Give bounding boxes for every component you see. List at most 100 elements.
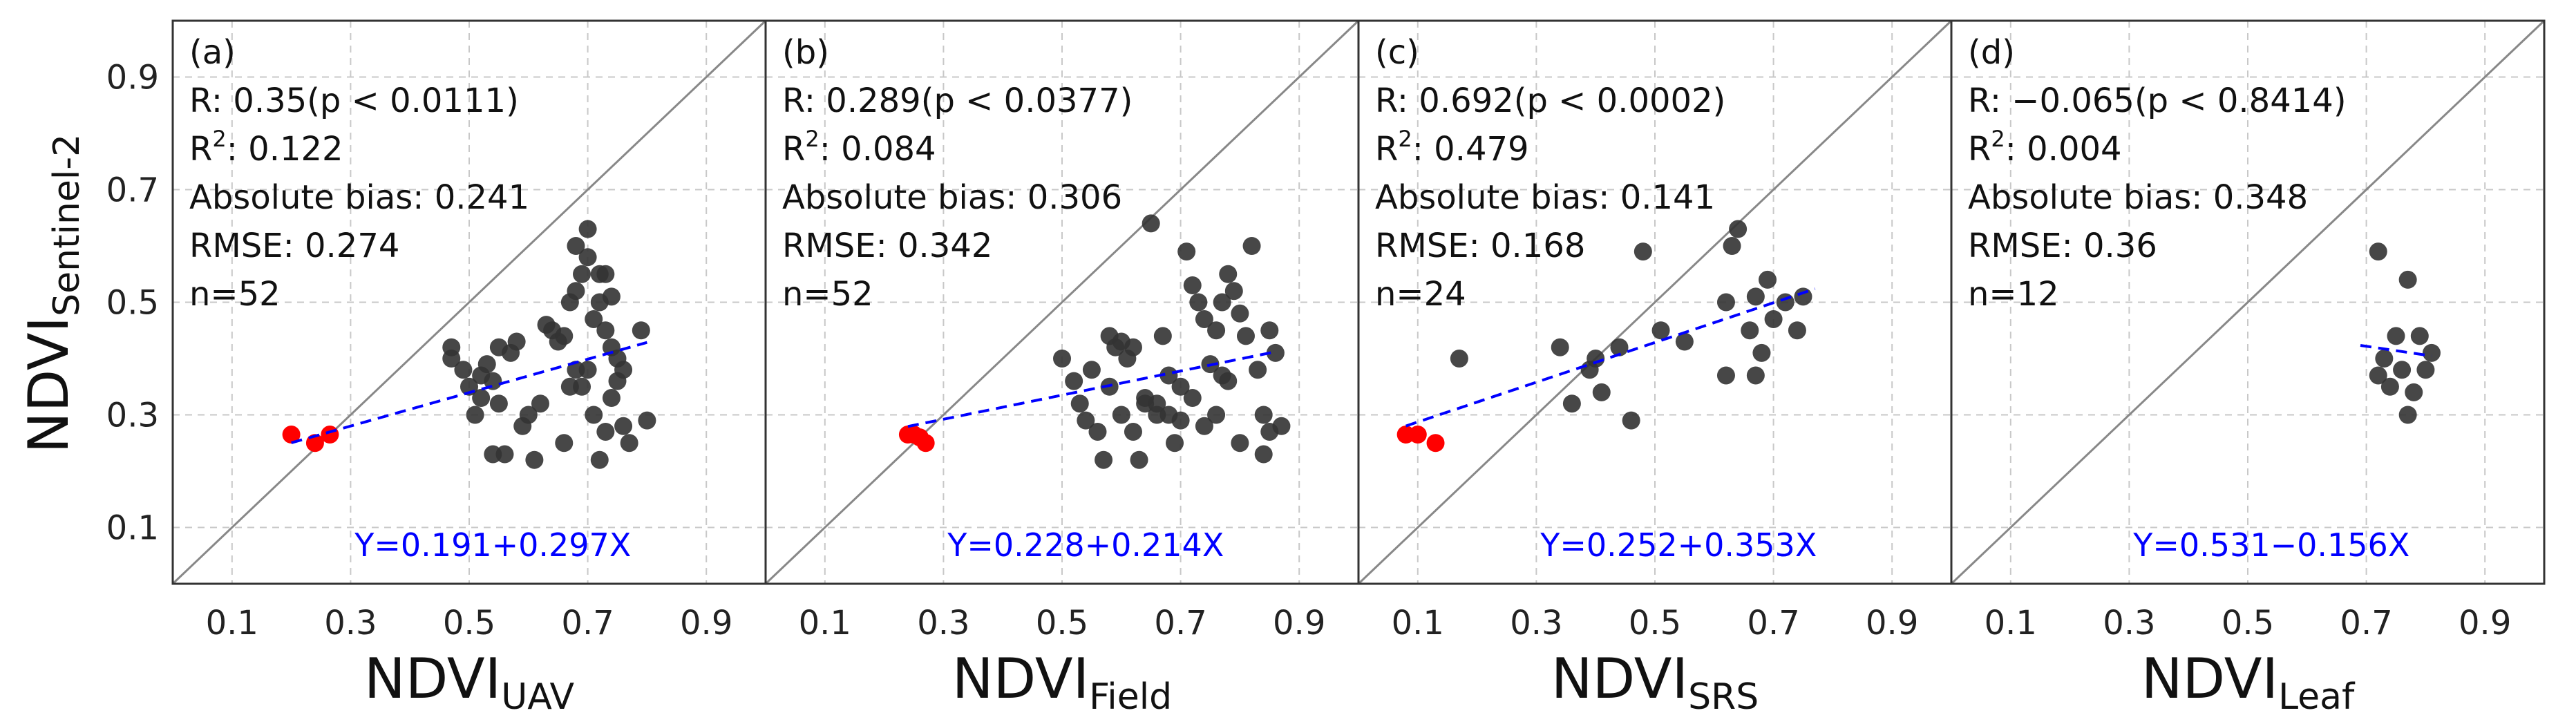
data-point	[2416, 361, 2435, 379]
data-point	[567, 237, 585, 255]
data-point	[573, 265, 591, 283]
y-tick-label: 0.1	[106, 509, 159, 548]
data-point	[1716, 293, 1735, 312]
data-point	[1124, 422, 1142, 441]
data-point	[1723, 237, 1741, 255]
x-tick-label: 0.9	[680, 604, 732, 642]
data-point	[2405, 383, 2423, 401]
data-point	[1776, 293, 1794, 312]
regression-line	[1405, 287, 1816, 428]
x-axis-label: NDVILeaf	[2141, 647, 2356, 718]
scatter-points	[898, 214, 1291, 469]
data-point	[555, 327, 574, 345]
x-tick-label: 0.7	[2340, 604, 2392, 642]
data-point	[1095, 450, 1113, 469]
x-axis-label-sub: SRS	[1688, 676, 1759, 718]
x-tick-label: 0.3	[917, 604, 969, 642]
data-point-red	[1408, 426, 1427, 444]
data-point	[1610, 338, 1629, 356]
stat-r: R: 0.35(p < 0.0111)	[189, 82, 519, 120]
x-tick-label: 0.3	[2103, 604, 2155, 642]
panel-label: (d)	[1968, 33, 2015, 72]
grid	[1358, 21, 1951, 584]
data-point	[442, 350, 461, 368]
data-point	[466, 406, 484, 424]
data-point	[2369, 242, 2387, 261]
stat-r2-label: R	[189, 130, 212, 169]
x-tick-label: 0.7	[561, 604, 614, 642]
data-point	[489, 394, 508, 413]
one-to-one-line	[764, 19, 1360, 585]
x-tick-label: 0.7	[1747, 604, 1799, 642]
data-point	[590, 293, 609, 312]
data-point	[1153, 327, 1172, 345]
panel-label: (b)	[782, 33, 829, 72]
data-point-red	[1426, 434, 1445, 452]
panel-b: (b) R: 0.289(p < 0.0377) R2: 0.084 Absol…	[764, 19, 1360, 718]
data-point	[495, 445, 514, 464]
stat-n: n=52	[189, 275, 281, 314]
stat-r2-value: : 0.004	[2005, 130, 2122, 169]
stat-n: n=12	[1968, 275, 2059, 314]
stat-bias: Absolute bias: 0.348	[1968, 178, 2308, 217]
data-point	[1450, 350, 1468, 368]
data-point	[1622, 411, 1640, 430]
data-point	[2380, 377, 2399, 396]
x-axis-label-sub: Field	[1089, 676, 1172, 718]
data-point	[1746, 366, 1765, 385]
data-point	[454, 361, 473, 379]
data-point	[1729, 220, 1748, 238]
data-point	[596, 321, 615, 340]
data-point	[585, 309, 603, 328]
data-point	[1124, 338, 1142, 356]
data-point	[1183, 389, 1202, 408]
x-axis-label-base: NDVI	[364, 647, 501, 711]
stat-r2: R2: 0.479	[1375, 126, 1529, 169]
data-point	[560, 377, 579, 396]
x-tick-label: 0.9	[1866, 604, 1918, 642]
scatter-points	[2369, 242, 2441, 424]
regression-line	[291, 341, 647, 444]
stat-rmse: RMSE: 0.342	[782, 227, 992, 265]
regression-equation: Y=0.252+0.353X	[1540, 526, 1817, 564]
data-point	[1260, 321, 1279, 340]
data-point	[1562, 394, 1581, 413]
regression-line	[2360, 343, 2432, 358]
stat-n: n=52	[782, 275, 873, 314]
data-point-red	[321, 426, 339, 444]
stat-rmse: RMSE: 0.274	[189, 227, 399, 265]
data-point	[1254, 445, 1273, 464]
stat-r2-exp: 2	[1398, 126, 1412, 152]
stat-r2-label: R	[1375, 130, 1398, 169]
data-point	[578, 248, 597, 267]
y-tick-label: 0.7	[106, 171, 159, 210]
data-point	[1231, 304, 1249, 323]
data-point	[620, 434, 638, 452]
data-point	[2398, 270, 2417, 289]
data-point	[1231, 434, 1249, 452]
data-point	[519, 406, 538, 424]
stat-r2-exp: 2	[212, 126, 226, 152]
stat-bias: Absolute bias: 0.306	[782, 178, 1122, 217]
one-to-one-line	[1950, 19, 2546, 585]
stat-rmse: RMSE: 0.168	[1375, 227, 1585, 265]
data-point	[1788, 321, 1806, 340]
x-axis-label-sub: UAV	[501, 676, 574, 718]
stat-r2: R2: 0.084	[782, 126, 936, 169]
data-point	[531, 394, 549, 413]
data-point	[1764, 309, 1783, 328]
data-point	[555, 434, 574, 452]
data-point	[1741, 321, 1759, 340]
data-point	[614, 417, 633, 435]
panel-label: (a)	[189, 33, 236, 72]
panel-frame	[1950, 19, 2546, 585]
data-point-red	[905, 426, 923, 444]
data-point	[632, 321, 650, 340]
stat-bias: Absolute bias: 0.241	[189, 178, 529, 217]
data-point	[1207, 321, 1226, 340]
x-axis-label-base: NDVI	[2141, 647, 2278, 711]
x-tick-label: 0.9	[2459, 604, 2511, 642]
grid	[1951, 21, 2544, 584]
stat-r2-value: : 0.122	[227, 130, 343, 169]
